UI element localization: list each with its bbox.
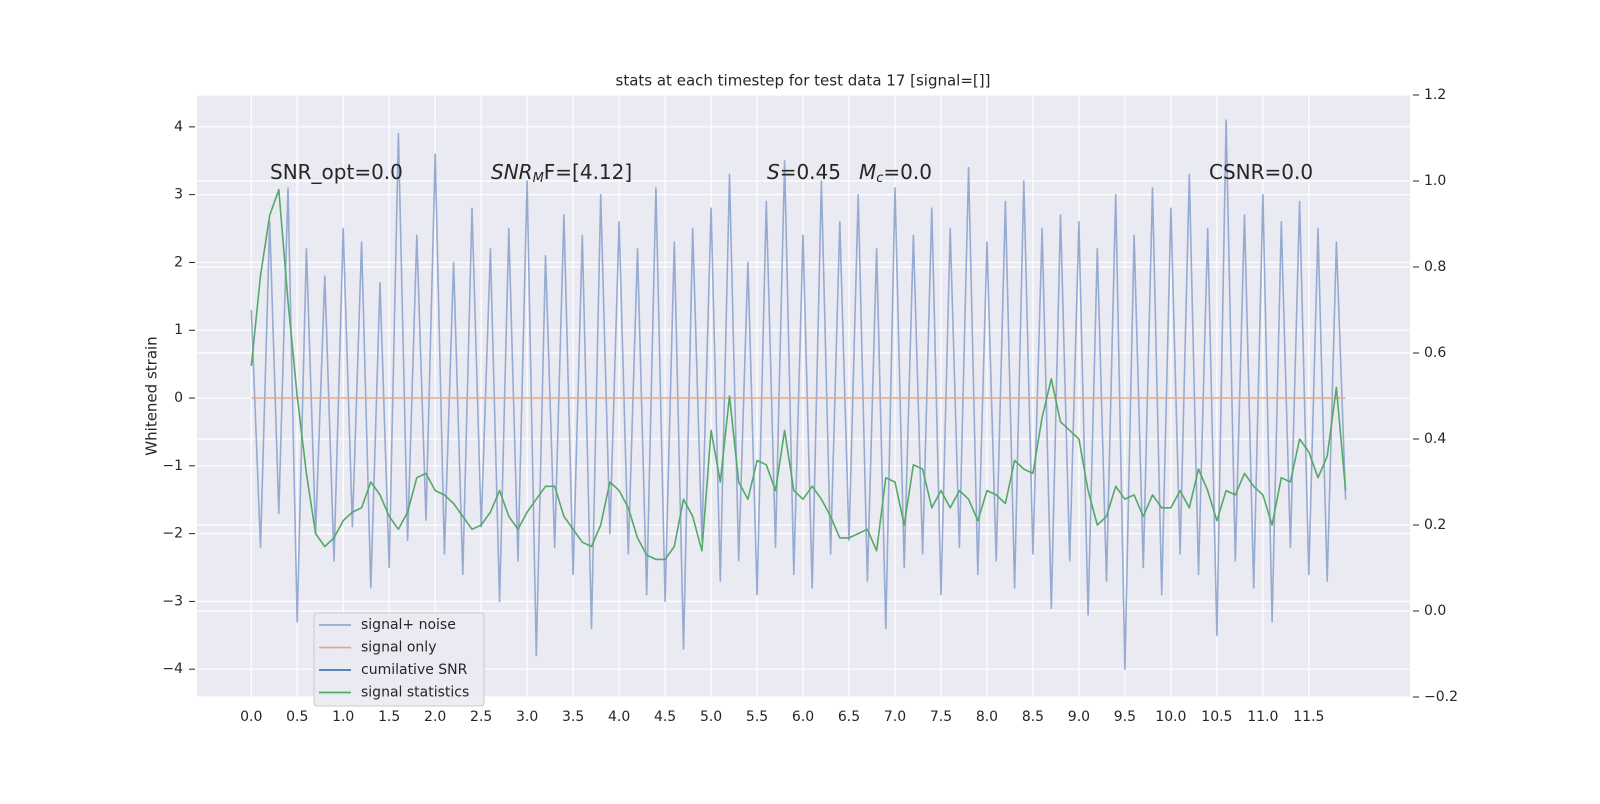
y-tick-label: −1 xyxy=(162,458,183,474)
x-tick-label: 6.0 xyxy=(792,709,814,725)
y2-tick-label: 0.2 xyxy=(1424,517,1446,533)
x-tick-label: 8.0 xyxy=(976,709,998,725)
legend-label: signal+ noise xyxy=(361,617,456,633)
x-tick-label: 1.5 xyxy=(378,709,400,725)
y2-tick-label: 0.4 xyxy=(1424,431,1446,447)
y2-tick-label: 0.0 xyxy=(1424,603,1446,619)
grid xyxy=(197,94,1410,698)
x-tick-label: 7.0 xyxy=(884,709,906,725)
series-line xyxy=(250,119,1347,670)
annotation-part: CSNR=0.0 xyxy=(1209,160,1313,184)
x-tick-label: 8.5 xyxy=(1022,709,1044,725)
y-tick-label: −2 xyxy=(162,526,183,542)
legend: signal+ noise signal only cumilative SNR si… xyxy=(313,612,485,707)
x-tick-label: 0.5 xyxy=(286,709,308,725)
y-axis-label: Whitened strain xyxy=(143,336,161,455)
annotation-part: S xyxy=(767,160,780,184)
x-tick-label: 5.0 xyxy=(700,709,722,725)
annotation-part: c xyxy=(876,171,883,186)
x-tick-label: 5.5 xyxy=(746,709,768,725)
x-tick-label: 4.0 xyxy=(608,709,630,725)
y-tick-label: 4 xyxy=(174,119,183,135)
annotation-part: =0.0 xyxy=(883,160,932,184)
x-tick-label: 4.5 xyxy=(654,709,676,725)
y-tick-label: 1 xyxy=(174,322,183,338)
annotation: S=0.45 xyxy=(767,160,841,184)
x-tick-label: 1.0 xyxy=(332,709,354,725)
legend-label: cumilative SNR xyxy=(361,662,468,678)
annotation: CSNR=0.0 xyxy=(1209,160,1313,184)
y2-tick-label: 0.6 xyxy=(1424,345,1446,361)
chart-title: stats at each timestep for test data 17 … xyxy=(616,72,991,90)
x-tick-label: 3.0 xyxy=(516,709,538,725)
annotation: SNR_opt=0.0 xyxy=(270,160,403,184)
legend-label: signal statistics xyxy=(361,685,469,701)
annotation-part: SNR xyxy=(491,160,533,184)
x-tick-label: 9.0 xyxy=(1068,709,1090,725)
x-tick-label: 10.5 xyxy=(1201,709,1232,725)
x-tick-label: 6.5 xyxy=(838,709,860,725)
y2-tick-label: 1.0 xyxy=(1424,173,1446,189)
y-tick-label: 3 xyxy=(174,187,183,203)
annotation-part: F=[4.12] xyxy=(544,160,632,184)
y-tick-label: 2 xyxy=(174,254,183,270)
y2-tick-label: 1.2 xyxy=(1424,87,1446,103)
series-line xyxy=(250,188,1347,561)
x-tick-label: 3.5 xyxy=(562,709,584,725)
y-tick-label: −4 xyxy=(162,661,183,677)
x-tick-label: 2.5 xyxy=(470,709,492,725)
annotation-part: M xyxy=(533,171,544,186)
y2-tick-label: 0.8 xyxy=(1424,259,1446,275)
x-tick-label: 9.5 xyxy=(1114,709,1136,725)
annotation-part: M xyxy=(859,160,876,184)
annotation-part: SNR_opt=0.0 xyxy=(270,160,403,184)
legend-label: signal only xyxy=(361,640,436,656)
annotation: Mc=0.0 xyxy=(859,160,932,186)
y2-tick-label: −0.2 xyxy=(1424,689,1458,705)
annotation: SNRMF=[4.12] xyxy=(491,160,632,186)
legend-box xyxy=(313,612,485,707)
y-tick-label: −3 xyxy=(162,593,183,609)
annotation-part: =0.45 xyxy=(780,160,841,184)
marks xyxy=(250,119,1347,670)
x-tick-label: 7.5 xyxy=(930,709,952,725)
labels: 0.0 0.5 1.0 1.5 2.0 2.5 3.0 3.5 4.0 4.5 5.0 5.5 6.0 6… xyxy=(162,87,1458,725)
x-tick-label: 0.0 xyxy=(240,709,262,725)
x-tick-label: 2.0 xyxy=(424,709,446,725)
x-tick-label: 10.0 xyxy=(1155,709,1186,725)
x-tick-label: 11.0 xyxy=(1247,709,1278,725)
y-tick-label: 0 xyxy=(174,390,183,406)
x-tick-label: 11.5 xyxy=(1293,709,1324,725)
